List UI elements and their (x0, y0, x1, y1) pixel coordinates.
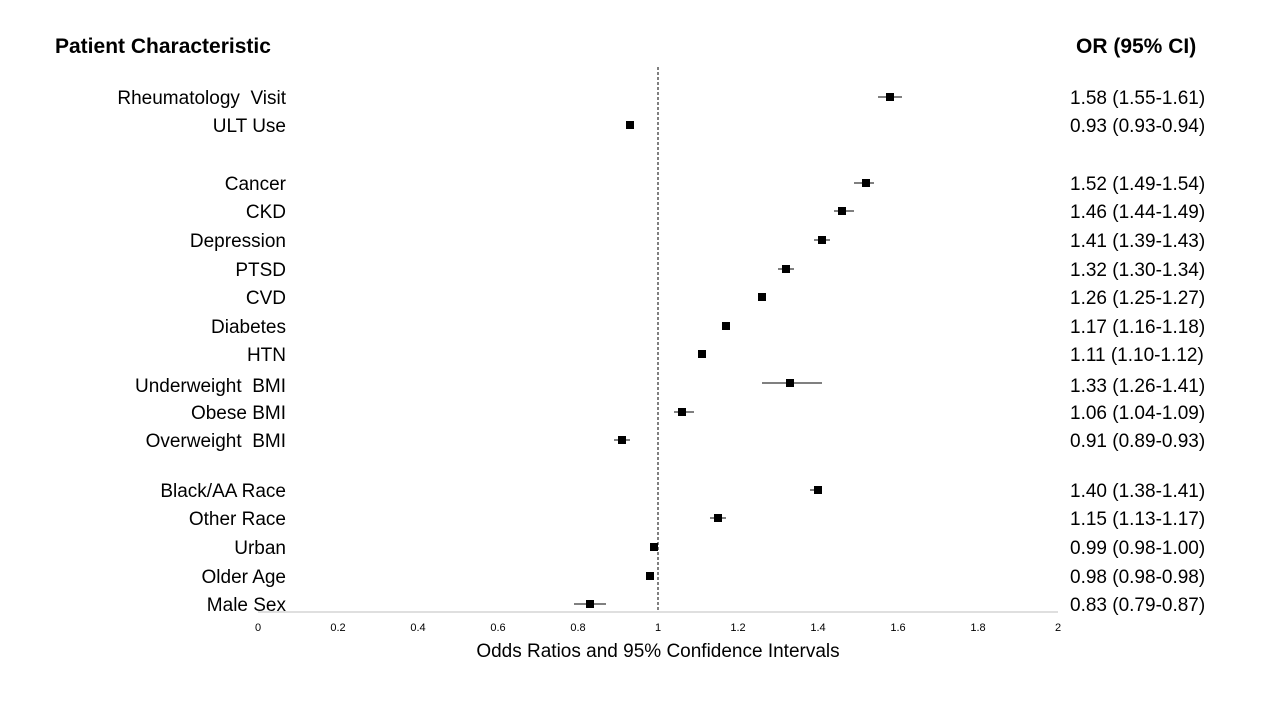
point-estimate (838, 207, 846, 215)
row-label: HTN (247, 345, 286, 366)
point-estimate (714, 514, 722, 522)
row-label: CVD (246, 288, 286, 309)
point-estimate (862, 179, 870, 187)
point-estimate (786, 379, 794, 387)
row-label: PTSD (235, 260, 286, 281)
point-estimate (782, 265, 790, 273)
row-label: CKD (246, 202, 286, 223)
row-label: Cancer (225, 174, 287, 195)
or-ci-value: 1.52 (1.49-1.54) (1070, 174, 1205, 195)
x-tick-label: 0.6 (490, 622, 505, 634)
or-ci-value: 0.93 (0.93-0.94) (1070, 116, 1205, 137)
row-label: Male Sex (207, 595, 287, 616)
x-axis-title: Odds Ratios and 95% Confidence Intervals (476, 641, 839, 662)
or-ci-value: 1.06 (1.04-1.09) (1070, 403, 1205, 424)
or-ci-value: 1.40 (1.38-1.41) (1070, 481, 1205, 502)
point-estimate (886, 93, 894, 101)
point-estimate (650, 543, 658, 551)
or-ci-value: 1.33 (1.26-1.41) (1070, 376, 1205, 397)
point-estimate (618, 436, 626, 444)
or-ci-value: 1.32 (1.30-1.34) (1070, 260, 1205, 281)
or-ci-value: 0.83 (0.79-0.87) (1070, 595, 1205, 616)
x-tick-label: 2 (1055, 622, 1061, 634)
or-ci-value: 1.11 (1.10-1.12) (1070, 345, 1204, 366)
row-label: Other Race (189, 509, 286, 530)
point-estimate (722, 322, 730, 330)
point-estimate (646, 572, 654, 580)
x-tick-label: 1.2 (730, 622, 745, 634)
row-label: Diabetes (211, 317, 286, 338)
row-label: Overweight BMI (146, 431, 286, 452)
or-ci-value: 1.17 (1.16-1.18) (1070, 317, 1205, 338)
or-ci-value: 1.15 (1.13-1.17) (1070, 509, 1205, 530)
row-label: Rheumatology Visit (117, 88, 286, 109)
column-header-or-ci: OR (95% CI) (1076, 35, 1197, 58)
x-tick-label: 0.2 (330, 622, 345, 634)
or-ci-value: 1.41 (1.39-1.43) (1070, 231, 1205, 252)
point-estimate (814, 486, 822, 494)
row-label: ULT Use (213, 116, 286, 137)
x-tick-label: 1 (655, 622, 661, 634)
point-estimate (678, 408, 686, 416)
point-estimate (818, 236, 826, 244)
or-ci-value: 1.26 (1.25-1.27) (1070, 288, 1205, 309)
or-ci-value: 0.98 (0.98-0.98) (1070, 567, 1205, 588)
x-tick-label: 1.8 (970, 622, 985, 634)
x-tick-label: 0.8 (570, 622, 585, 634)
x-tick-label: 1.4 (810, 622, 825, 634)
row-label: Depression (190, 231, 286, 252)
point-estimate (626, 121, 634, 129)
point-estimate (758, 293, 766, 301)
row-label: Older Age (202, 567, 287, 588)
or-ci-value: 0.99 (0.98-1.00) (1070, 538, 1205, 559)
point-estimate (586, 600, 594, 608)
or-ci-value: 1.46 (1.44-1.49) (1070, 202, 1205, 223)
point-estimate (698, 350, 706, 358)
or-ci-value: 0.91 (0.89-0.93) (1070, 431, 1205, 452)
row-label: Underweight BMI (135, 376, 286, 397)
x-tick-label: 0.4 (410, 622, 425, 634)
row-label: Urban (234, 538, 286, 559)
x-tick-label: 1.6 (890, 622, 905, 634)
x-tick-label: 0 (255, 622, 261, 634)
row-label: Black/AA Race (160, 481, 286, 502)
row-label: Obese BMI (191, 403, 286, 424)
or-ci-value: 1.58 (1.55-1.61) (1070, 88, 1205, 109)
column-header-characteristic: Patient Characteristic (55, 35, 271, 58)
